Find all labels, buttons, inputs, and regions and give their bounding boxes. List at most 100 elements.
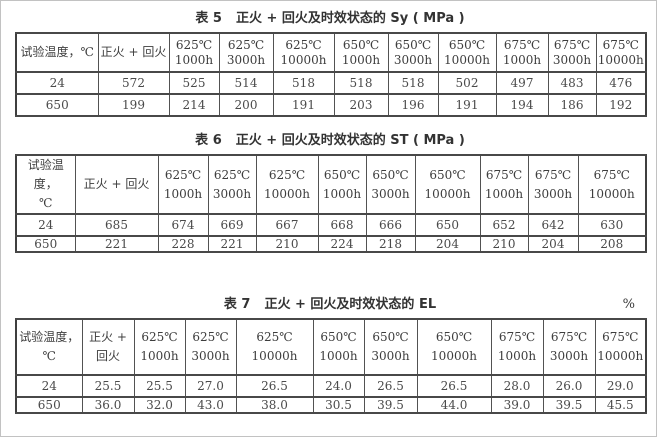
- column-header: 675℃ 3000h: [527, 154, 579, 215]
- table-cell: 642: [527, 213, 579, 237]
- table-row: 24 572 525 514 518 518 518 502 497 483 476: [15, 71, 647, 95]
- table7-caption-title: 正火 + 回火及时效状态的 EL: [264, 297, 437, 312]
- table-row: 650 36.0 32.0 43.0 38.0 30.5 39.5 44.0 39.0 39.5 4…: [15, 396, 647, 414]
- table-cell: 26.0: [542, 374, 596, 398]
- table-cell: 44.0: [416, 396, 492, 414]
- table-cell: 26.5: [416, 374, 492, 398]
- table7-section: 表 7 正火 + 回火及时效状态的 EL % 试验温度， ℃ 正火 + 回火 625℃…: [15, 297, 647, 414]
- table-row: 650 221 228 221 210 224 218 204 210 204 208: [15, 235, 647, 253]
- table-cell: 38.0: [235, 396, 314, 414]
- column-header: 试验温度， ℃: [15, 154, 76, 215]
- column-header: 675℃ 1000h: [495, 32, 549, 73]
- column-header: 650℃ 10000h: [416, 318, 492, 376]
- table-cell: 200: [218, 93, 274, 117]
- table6-caption-number: 表 6: [195, 133, 222, 148]
- table-cell: 191: [437, 93, 497, 117]
- table-cell: 208: [577, 235, 647, 253]
- column-header: 625℃ 10000h: [255, 154, 319, 215]
- table-cell: 669: [207, 213, 257, 237]
- table-cell: 191: [272, 93, 335, 117]
- table-cell: 218: [365, 235, 416, 253]
- table-cell: 525: [168, 71, 220, 95]
- table-cell: 518: [387, 71, 439, 95]
- table7-caption: 表 7 正火 + 回火及时效状态的 EL %: [15, 297, 645, 313]
- table-cell: 221: [207, 235, 257, 253]
- column-header: 675℃ 1000h: [490, 318, 544, 376]
- table-cell: 29.0: [594, 374, 647, 398]
- table-cell: 25.5: [81, 374, 135, 398]
- table-row: 650 199 214 200 191 203 196 191 194 186 192: [15, 93, 647, 117]
- table6-caption-title: 正火 + 回火及时效状态的 ST ( MPa ): [235, 133, 465, 148]
- table-row: 24 685 674 669 667 668 666 650 652 642 630: [15, 213, 647, 237]
- table-cell: 203: [333, 93, 389, 117]
- column-header: 正火 + 回火: [97, 32, 170, 73]
- header-row: 试验温度，℃ 正火 + 回火 625℃ 1000h 625℃ 3000h 625℃ 10…: [15, 32, 647, 73]
- table-cell: 186: [547, 93, 597, 117]
- table6-section: 表 6 正火 + 回火及时效状态的 ST ( MPa ) 试验温度， ℃ 正火 + …: [15, 133, 647, 253]
- table-cell: 483: [547, 71, 597, 95]
- table7-unit-percent: %: [622, 297, 635, 312]
- table-cell: 650: [15, 235, 76, 253]
- table-cell: 476: [595, 71, 647, 95]
- table-cell: 24: [15, 71, 99, 95]
- table-cell: 667: [255, 213, 319, 237]
- table-cell: 24: [15, 374, 83, 398]
- table-cell: 224: [317, 235, 367, 253]
- column-header: 试验温度， ℃: [15, 318, 83, 376]
- table-row: 24 25.5 25.5 27.0 26.5 24.0 26.5 26.5 28.0 26.0 29…: [15, 374, 647, 398]
- column-header: 650℃ 3000h: [387, 32, 439, 73]
- column-header: 675℃ 10000h: [595, 32, 647, 73]
- column-header: 675℃ 10000h: [577, 154, 647, 215]
- table-cell: 210: [479, 235, 529, 253]
- table-cell: 39.5: [363, 396, 418, 414]
- table-cell: 32.0: [133, 396, 186, 414]
- table6-st-mpa: 试验温度， ℃ 正火 + 回火 625℃ 1000h 625℃ 3000h 625℃ 1…: [15, 154, 647, 253]
- table-cell: 502: [437, 71, 497, 95]
- table-cell: 572: [97, 71, 170, 95]
- column-header: 675℃ 3000h: [547, 32, 597, 73]
- table-cell: 666: [365, 213, 416, 237]
- column-header: 625℃ 3000h: [207, 154, 257, 215]
- column-header: 650℃ 10000h: [437, 32, 497, 73]
- column-header: 625℃ 1000h: [168, 32, 220, 73]
- table-cell: 204: [414, 235, 481, 253]
- column-header: 625℃ 3000h: [218, 32, 274, 73]
- table-cell: 650: [15, 93, 99, 117]
- table-cell: 39.5: [542, 396, 596, 414]
- table-cell: 497: [495, 71, 549, 95]
- table-cell: 24: [15, 213, 76, 237]
- header-row: 试验温度， ℃ 正火 + 回火 625℃ 1000h 625℃ 3000h 625℃ 1…: [15, 318, 647, 376]
- column-header: 正火 + 回火: [74, 154, 159, 215]
- column-header: 650℃ 1000h: [312, 318, 365, 376]
- table-cell: 25.5: [133, 374, 186, 398]
- table6-caption: 表 6 正火 + 回火及时效状态的 ST ( MPa ): [15, 133, 645, 149]
- column-header: 650℃ 10000h: [414, 154, 481, 215]
- column-header: 625℃ 1000h: [133, 318, 186, 376]
- table-cell: 214: [168, 93, 220, 117]
- table-cell: 210: [255, 235, 319, 253]
- table-cell: 674: [157, 213, 209, 237]
- table7-caption-number: 表 7: [223, 297, 251, 312]
- table-cell: 24.0: [312, 374, 365, 398]
- table5-section: 表 5 正火 + 回火及时效状态的 Sy ( MPa ) 试验温度，℃ 正火 + 回…: [15, 11, 647, 117]
- table-cell: 221: [74, 235, 159, 253]
- table-cell: 36.0: [81, 396, 135, 414]
- table-cell: 28.0: [490, 374, 544, 398]
- column-header: 675℃ 3000h: [542, 318, 596, 376]
- table-cell: 194: [495, 93, 549, 117]
- table-cell: 518: [272, 71, 335, 95]
- table-cell: 196: [387, 93, 439, 117]
- table-cell: 518: [333, 71, 389, 95]
- table-cell: 27.0: [184, 374, 237, 398]
- table-cell: 45.5: [594, 396, 647, 414]
- table-cell: 192: [595, 93, 647, 117]
- table-cell: 652: [479, 213, 529, 237]
- column-header: 675℃ 10000h: [594, 318, 647, 376]
- column-header: 试验温度，℃: [15, 32, 99, 73]
- table5-sy-mpa: 试验温度，℃ 正火 + 回火 625℃ 1000h 625℃ 3000h 625℃ 10…: [15, 32, 647, 117]
- table-cell: 199: [97, 93, 170, 117]
- table-cell: 204: [527, 235, 579, 253]
- table-cell: 228: [157, 235, 209, 253]
- column-header: 625℃ 10000h: [272, 32, 335, 73]
